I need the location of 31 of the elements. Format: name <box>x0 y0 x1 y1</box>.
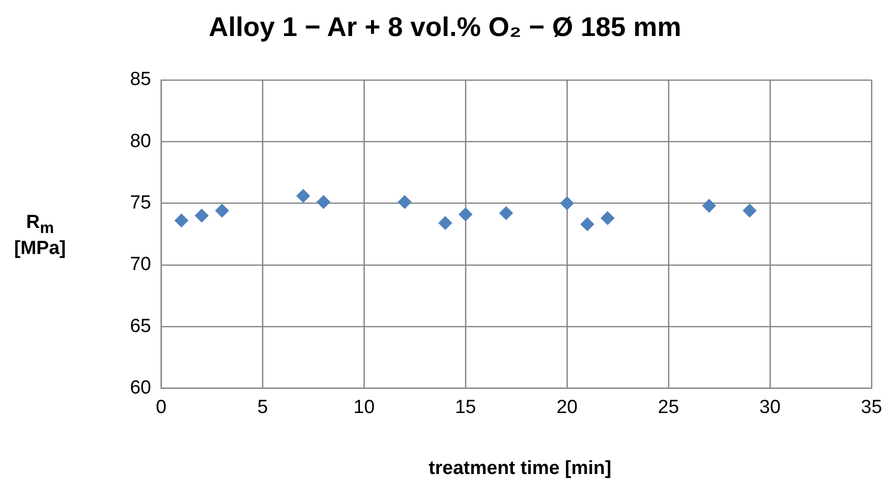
point <box>600 211 615 226</box>
point <box>296 188 310 203</box>
y-axis-title: R$_{m}$ [MPa] <box>13 212 67 260</box>
x-tick-label: 35 <box>860 396 882 418</box>
point <box>560 196 574 210</box>
x-tick-label: 30 <box>759 396 781 418</box>
point <box>215 204 230 218</box>
x-tick-label: 0 <box>156 396 166 418</box>
x-tick-label: 15 <box>454 396 476 418</box>
y-tick-label: 70 <box>130 254 152 276</box>
point <box>702 198 716 213</box>
x-tick-label: 5 <box>257 396 268 418</box>
chart-title: Alloy 1 − Ar + 8 vol.% O₂ − Ø 185 mm <box>208 12 682 43</box>
point <box>742 204 757 218</box>
x-tick-label: 25 <box>658 396 680 418</box>
point <box>194 208 209 223</box>
y-tick-label: 60 <box>130 377 152 398</box>
y-tick-label: 80 <box>130 130 152 152</box>
point <box>580 217 594 232</box>
point <box>499 206 514 220</box>
x-tick-label: 10 <box>354 396 375 418</box>
y-tick-label: 85 <box>130 69 152 90</box>
point <box>398 195 412 210</box>
y-tick-label: 65 <box>130 316 152 337</box>
point <box>458 207 473 222</box>
point <box>174 214 188 228</box>
point <box>438 216 452 230</box>
y-tick-label: 75 <box>130 192 152 214</box>
point <box>316 195 330 210</box>
x-axis-title: treatment time [min] <box>428 458 612 480</box>
x-tick-label: 20 <box>556 396 578 418</box>
